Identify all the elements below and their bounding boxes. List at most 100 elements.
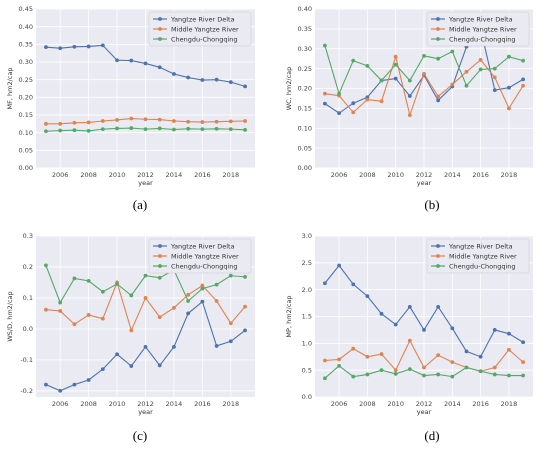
data-point-yangtze-river-delta bbox=[351, 101, 356, 106]
y-tick-label: 0.35 bbox=[298, 25, 312, 33]
legend-marker bbox=[436, 27, 440, 31]
y-tick-label: 0.15 bbox=[298, 105, 312, 113]
legend-marker bbox=[158, 244, 162, 248]
x-tick-label: 2018 bbox=[223, 400, 240, 408]
legend-entry: Chengdu-Chongqing bbox=[449, 262, 516, 270]
x-axis-label: year bbox=[138, 179, 153, 187]
data-point-yangtze-river-delta bbox=[157, 65, 162, 70]
x-tick-label: 2018 bbox=[501, 400, 518, 408]
data-point-chengdu-chongqing bbox=[422, 373, 426, 378]
data-point-yangtze-river-delta bbox=[464, 349, 469, 354]
x-tick-label: 2010 bbox=[109, 400, 126, 408]
y-tick-label: 0.20 bbox=[298, 85, 312, 93]
x-tick-label: 2012 bbox=[137, 400, 154, 408]
data-point-middle-yangtze-river bbox=[86, 313, 91, 317]
x-tick-label: 2008 bbox=[80, 400, 97, 408]
data-point-yangtze-river-delta bbox=[393, 322, 398, 327]
data-point-yangtze-river-delta bbox=[157, 363, 162, 368]
data-point-yangtze-river-delta bbox=[436, 304, 441, 309]
data-point-yangtze-river-delta bbox=[44, 382, 48, 387]
data-point-yangtze-river-delta bbox=[521, 340, 525, 345]
data-point-yangtze-river-delta bbox=[407, 304, 412, 309]
x-tick-label: 2010 bbox=[387, 171, 404, 179]
panel-caption: (d) bbox=[424, 428, 439, 443]
y-tick-label: 0.5 bbox=[302, 366, 312, 374]
data-point-yangtze-river-delta bbox=[129, 364, 134, 368]
x-tick-label: 2008 bbox=[80, 171, 97, 179]
data-point-middle-yangtze-river bbox=[379, 99, 384, 104]
data-point-chengdu-chongqing bbox=[351, 58, 356, 63]
data-point-chengdu-chongqing bbox=[58, 128, 63, 133]
data-point-middle-yangtze-river bbox=[58, 309, 63, 313]
data-point-middle-yangtze-river bbox=[450, 82, 455, 87]
data-point-chengdu-chongqing bbox=[365, 63, 370, 68]
data-point-middle-yangtze-river bbox=[200, 283, 205, 288]
x-tick-label: 2018 bbox=[501, 171, 518, 179]
panel-caption: (a) bbox=[133, 197, 147, 212]
data-point-middle-yangtze-river bbox=[143, 117, 148, 122]
data-point-middle-yangtze-river bbox=[214, 299, 219, 303]
data-point-middle-yangtze-river bbox=[351, 110, 356, 115]
data-point-middle-yangtze-river bbox=[129, 328, 134, 333]
y-tick-label: 0.10 bbox=[298, 124, 312, 132]
data-point-chengdu-chongqing bbox=[478, 67, 483, 72]
data-point-middle-yangtze-river bbox=[143, 296, 148, 300]
data-point-yangtze-river-delta bbox=[337, 111, 341, 116]
data-point-chengdu-chongqing bbox=[115, 282, 119, 286]
legend: Yangtze River Delta Middle Yangtze River C… bbox=[148, 11, 252, 47]
data-point-chengdu-chongqing bbox=[44, 263, 48, 268]
data-point-middle-yangtze-river bbox=[521, 360, 525, 365]
data-point-middle-yangtze-river bbox=[72, 322, 77, 327]
data-point-middle-yangtze-river bbox=[214, 119, 219, 124]
data-point-chengdu-chongqing bbox=[478, 369, 483, 374]
legend-entry: Chengdu-Chongqing bbox=[171, 35, 238, 43]
y-tick-label: 0.3 bbox=[23, 232, 33, 240]
data-point-chengdu-chongqing bbox=[115, 126, 119, 131]
data-point-middle-yangtze-river bbox=[379, 352, 384, 356]
x-tick-label: 2010 bbox=[109, 171, 126, 179]
data-point-yangtze-river-delta bbox=[228, 339, 233, 344]
data-point-yangtze-river-delta bbox=[143, 61, 148, 66]
legend-marker bbox=[436, 264, 440, 268]
legend: Yangtze River Delta Middle Yangtze River C… bbox=[148, 238, 252, 274]
y-tick-label: 1.0 bbox=[302, 340, 312, 348]
data-point-middle-yangtze-river bbox=[422, 71, 426, 76]
data-point-chengdu-chongqing bbox=[450, 374, 455, 379]
data-point-middle-yangtze-river bbox=[365, 97, 370, 102]
data-point-middle-yangtze-river bbox=[393, 54, 398, 59]
data-point-middle-yangtze-river bbox=[450, 360, 455, 365]
data-point-yangtze-river-delta bbox=[351, 282, 356, 287]
data-point-chengdu-chongqing bbox=[492, 66, 497, 71]
data-point-middle-yangtze-river bbox=[492, 75, 497, 80]
y-tick-label: 0.05 bbox=[19, 147, 33, 155]
data-point-yangtze-river-delta bbox=[200, 299, 205, 304]
x-axis-label: year bbox=[138, 408, 153, 416]
data-point-yangtze-river-delta bbox=[86, 378, 91, 382]
data-point-chengdu-chongqing bbox=[100, 289, 105, 294]
y-tick-label: 0.25 bbox=[19, 76, 33, 84]
data-point-middle-yangtze-river bbox=[436, 94, 441, 99]
x-tick-label: 2010 bbox=[387, 400, 404, 408]
data-point-yangtze-river-delta bbox=[186, 75, 191, 80]
data-point-chengdu-chongqing bbox=[422, 54, 426, 58]
y-tick-label: -0.2 bbox=[20, 387, 33, 395]
data-point-middle-yangtze-river bbox=[521, 83, 525, 88]
x-tick-label: 2014 bbox=[444, 400, 461, 408]
y-axis-label: MF, hm2/cap bbox=[6, 68, 14, 110]
data-point-yangtze-river-delta bbox=[337, 263, 341, 268]
data-point-middle-yangtze-river bbox=[44, 307, 48, 312]
data-point-yangtze-river-delta bbox=[129, 58, 134, 63]
data-point-middle-yangtze-river bbox=[436, 353, 441, 358]
data-point-yangtze-river-delta bbox=[243, 328, 247, 333]
x-tick-label: 2014 bbox=[166, 400, 183, 408]
data-point-yangtze-river-delta bbox=[100, 43, 105, 48]
data-point-yangtze-river-delta bbox=[115, 58, 119, 63]
legend-entry: Yangtze River Delta bbox=[170, 15, 235, 23]
data-point-yangtze-river-delta bbox=[393, 76, 398, 81]
data-point-chengdu-chongqing bbox=[464, 365, 469, 370]
data-point-middle-yangtze-river bbox=[243, 304, 247, 309]
data-point-yangtze-river-delta bbox=[72, 382, 77, 387]
data-point-chengdu-chongqing bbox=[243, 274, 247, 279]
data-point-chengdu-chongqing bbox=[379, 78, 384, 83]
data-point-chengdu-chongqing bbox=[450, 49, 455, 54]
